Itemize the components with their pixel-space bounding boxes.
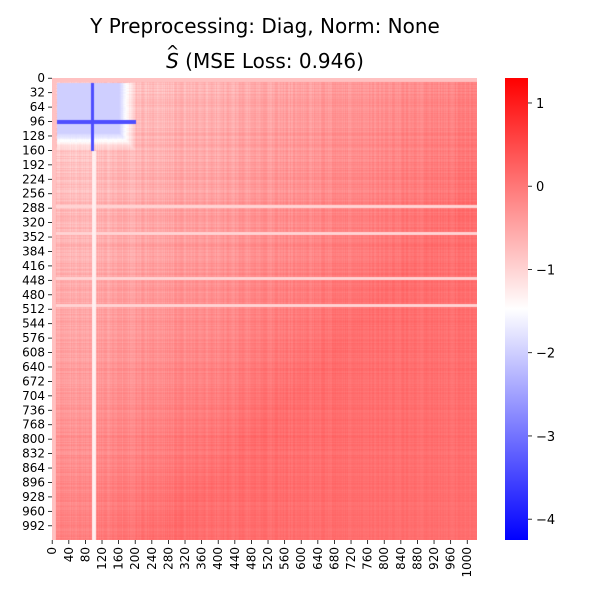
x-tick-label: 0 (45, 547, 59, 555)
y-tick-label: 256 (22, 187, 45, 201)
chart-subtitle: S (MSE Loss: 0.946) (166, 49, 364, 73)
y-tick-label: 928 (22, 490, 45, 504)
x-tick-label: 40 (62, 547, 76, 562)
y-tick-label: 864 (22, 461, 45, 475)
y-tick-label: 800 (22, 432, 45, 446)
colorbar-tick-label: 0 (536, 180, 544, 195)
y-tick-label: 544 (22, 317, 45, 331)
x-tick-label: 280 (161, 547, 175, 570)
x-tick-label: 320 (178, 547, 192, 570)
y-tick-label: 160 (22, 143, 45, 157)
y-tick-label: 416 (22, 259, 45, 273)
y-tick-label: 448 (22, 273, 45, 287)
y-tick-label: 96 (30, 115, 45, 129)
x-tick-label: 920 (427, 547, 441, 570)
y-tick-label: 224 (22, 172, 45, 186)
x-tick-label: 640 (311, 547, 325, 570)
x-tick-label: 520 (261, 547, 275, 570)
x-tick-label: 440 (228, 547, 242, 570)
x-tick-label: 840 (394, 547, 408, 570)
x-tick-label: 160 (112, 547, 126, 570)
y-tick-label: 352 (22, 230, 45, 244)
colorbar-tick-label: 1 (536, 97, 544, 112)
colorbar-tick-label: −2 (536, 347, 555, 362)
x-tick-label: 800 (377, 547, 391, 570)
heatmap-area (52, 78, 477, 540)
y-tick-label: 672 (22, 374, 45, 388)
x-axis-ticks: 0 40 80 120 160 200 240 280 320 360 400 440 480 520 56… (45, 540, 474, 578)
y-tick-label: 992 (22, 519, 45, 533)
y-tick-label: 704 (22, 389, 45, 403)
y-tick-label: 192 (22, 158, 45, 172)
y-tick-label: 480 (22, 288, 45, 302)
x-tick-label: 480 (244, 547, 258, 570)
y-tick-label: 32 (30, 86, 45, 100)
y-tick-label: 736 (22, 403, 45, 417)
x-tick-label: 960 (444, 547, 458, 570)
x-tick-label: 240 (145, 547, 159, 570)
colorbar-ticks: 1 0 −1 −2 −3 −4 (528, 97, 555, 528)
x-tick-label: 1000 (460, 547, 474, 578)
y-tick-label: 640 (22, 360, 45, 374)
subtitle-text: (MSE Loss: 0.946) (179, 49, 364, 73)
y-tick-label: 576 (22, 331, 45, 345)
subtitle-symbol: S (166, 49, 179, 73)
x-tick-label: 720 (344, 547, 358, 570)
y-tick-label: 832 (22, 447, 45, 461)
y-tick-label: 288 (22, 201, 45, 215)
x-tick-label: 360 (195, 547, 209, 570)
colorbar-tick-label: −3 (536, 430, 555, 445)
colorbar-tick-label: −1 (536, 263, 555, 278)
x-tick-label: 880 (410, 547, 424, 570)
x-tick-label: 680 (327, 547, 341, 570)
y-tick-label: 960 (22, 504, 45, 518)
y-tick-label: 896 (22, 475, 45, 489)
x-tick-label: 600 (294, 547, 308, 570)
colorbar (505, 78, 528, 540)
x-tick-label: 80 (78, 547, 92, 562)
y-axis-ticks: 0326496128160192224256288320352384416448… (22, 71, 52, 533)
x-tick-label: 200 (128, 547, 142, 570)
x-tick-label: 400 (211, 547, 225, 570)
x-tick-label: 560 (278, 547, 292, 570)
chart-title: Y Preprocessing: Diag, Norm: None (89, 14, 440, 38)
y-tick-label: 384 (22, 244, 45, 258)
y-tick-label: 64 (30, 100, 45, 114)
heatmap-cells (52, 78, 477, 540)
x-tick-label: 120 (95, 547, 109, 570)
y-tick-label: 768 (22, 418, 45, 432)
y-tick-label: 0 (37, 71, 45, 85)
y-tick-label: 512 (22, 302, 45, 316)
y-tick-label: 128 (22, 129, 45, 143)
x-tick-label: 760 (361, 547, 375, 570)
y-tick-label: 608 (22, 346, 45, 360)
y-tick-label: 320 (22, 216, 45, 230)
hat-accent: ^ (166, 42, 179, 61)
colorbar-tick-label: −4 (536, 513, 555, 528)
